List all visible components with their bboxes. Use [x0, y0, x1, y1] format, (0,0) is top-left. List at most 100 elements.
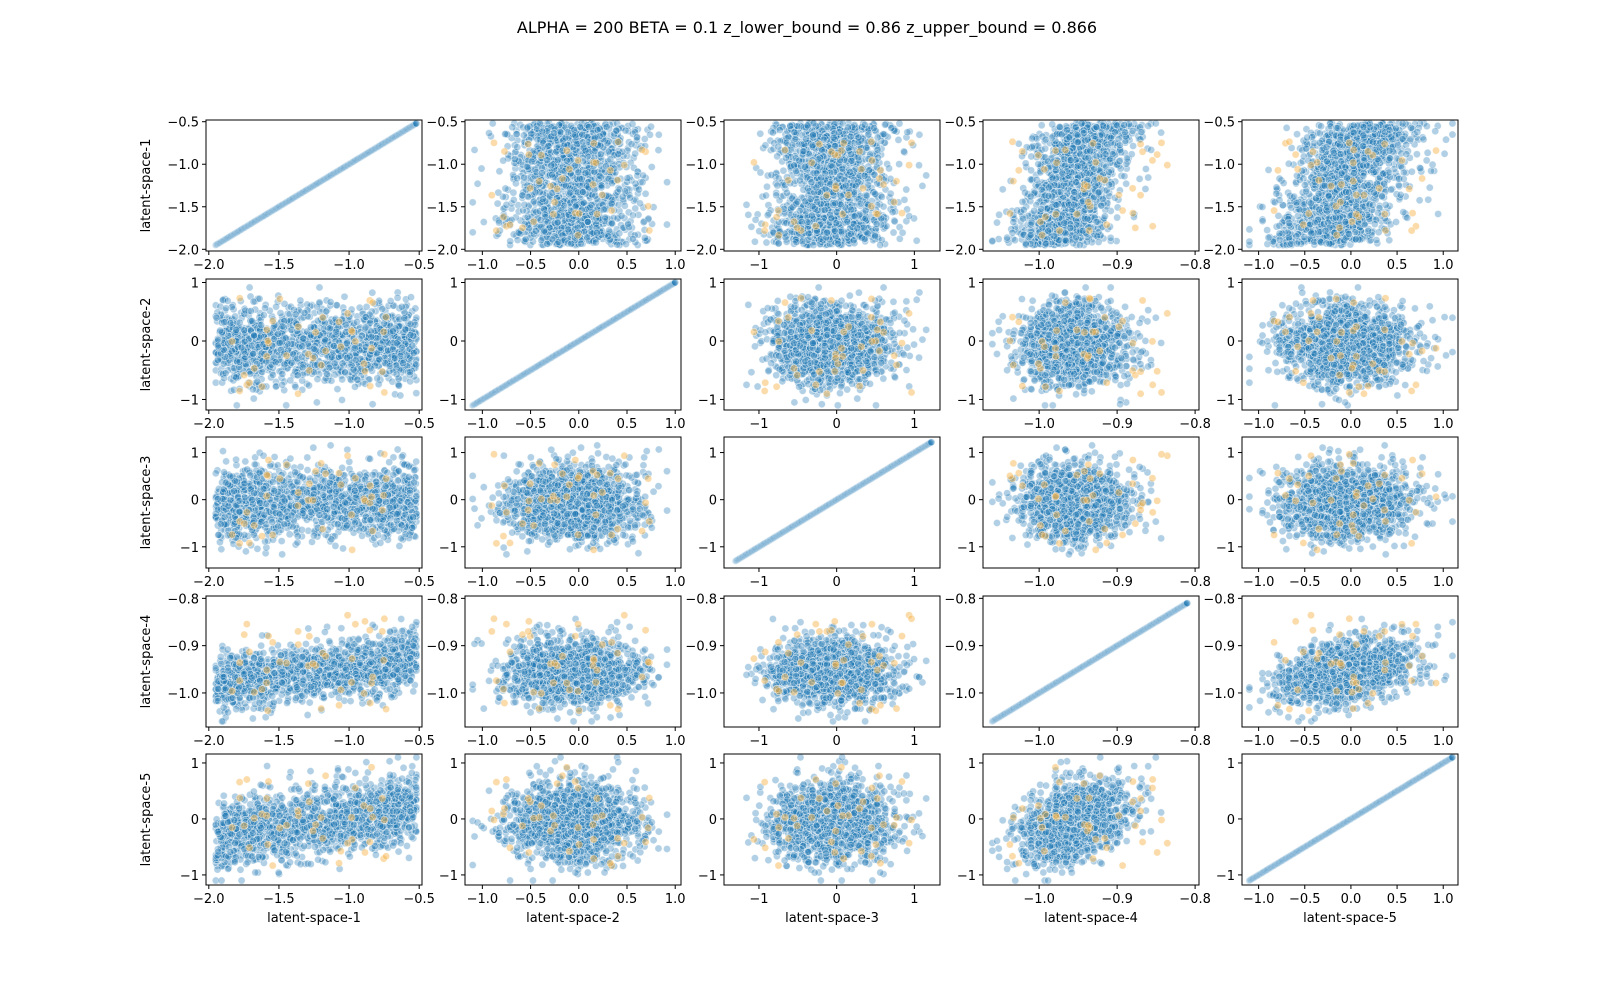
- data-point: [634, 125, 642, 134]
- data-point: [846, 132, 855, 141]
- data-point: [592, 219, 601, 228]
- y-tick-label: −1.0: [426, 158, 458, 173]
- data-point: [553, 156, 562, 164]
- data-point: [578, 187, 587, 196]
- data-point: [807, 178, 816, 187]
- data-point: [829, 133, 838, 142]
- data-point: [646, 130, 654, 139]
- data-point: [641, 189, 650, 198]
- y-tick-label: −1.5: [685, 201, 717, 216]
- data-point: [873, 145, 882, 154]
- data-point: [747, 222, 756, 231]
- data-point: [634, 185, 643, 194]
- y-tick-label: −2.0: [685, 243, 717, 258]
- data-point: [1034, 160, 1043, 169]
- data-point: [412, 120, 421, 128]
- data-point: [502, 200, 511, 209]
- data-point: [873, 133, 882, 142]
- data-point: [529, 237, 537, 246]
- data-point: [846, 168, 855, 177]
- data-point: [624, 219, 633, 228]
- data-point: [576, 239, 585, 248]
- panel-frame: [464, 119, 682, 252]
- data-point: [862, 191, 871, 200]
- data-point: [998, 185, 1007, 194]
- data-point: [847, 150, 855, 159]
- data-point: [886, 189, 895, 198]
- data-point: [762, 238, 771, 247]
- data-point: [860, 171, 869, 180]
- data-point: [773, 181, 782, 190]
- data-point: [905, 212, 914, 221]
- x-tick-label: −2.0: [193, 258, 225, 273]
- highlight-point: [524, 140, 533, 149]
- x-tick-label: −1: [749, 258, 768, 273]
- data-point: [762, 191, 770, 200]
- data-point: [631, 179, 640, 188]
- highlight-point: [607, 206, 616, 215]
- highlight-point: [822, 191, 831, 200]
- data-point: [519, 206, 527, 215]
- highlight-point: [868, 156, 876, 165]
- highlight-point: [784, 176, 793, 185]
- data-point: [560, 201, 569, 210]
- highlight-point: [857, 165, 866, 174]
- data-point: [742, 200, 751, 209]
- data-point: [782, 153, 790, 162]
- data-point: [618, 192, 627, 201]
- data-point: [520, 200, 529, 209]
- highlight-point: [827, 147, 836, 156]
- data-point: [501, 130, 510, 139]
- data-point: [1141, 185, 1150, 193]
- data-point: [636, 178, 645, 187]
- highlight-point: [526, 184, 535, 193]
- data-point: [524, 224, 533, 233]
- scatter-points: [988, 120, 1172, 249]
- highlight-point: [815, 140, 824, 149]
- highlight-point: [898, 209, 906, 218]
- data-point: [1128, 126, 1137, 135]
- data-point: [541, 210, 549, 219]
- data-point: [885, 164, 893, 173]
- data-point: [900, 195, 909, 204]
- data-point: [587, 201, 596, 209]
- data-point: [799, 147, 808, 156]
- highlight-point: [598, 191, 607, 199]
- data-point: [597, 183, 606, 192]
- data-point: [530, 172, 539, 181]
- x-tick-label: −0.5: [515, 258, 547, 273]
- data-point: [509, 195, 518, 204]
- highlight-point: [793, 223, 802, 232]
- data-point: [507, 215, 516, 224]
- highlight-point: [524, 150, 533, 159]
- data-point: [823, 228, 831, 237]
- data-point: [531, 188, 540, 197]
- y-tick-label: −0.5: [426, 116, 458, 131]
- data-point: [499, 156, 508, 165]
- data-point: [520, 173, 529, 182]
- data-point: [877, 192, 886, 201]
- data-point: [751, 215, 760, 224]
- data-point: [1144, 173, 1153, 182]
- x-tick-label: 0: [833, 258, 841, 273]
- data-point: [800, 162, 809, 171]
- data-point: [639, 218, 648, 227]
- data-point: [590, 168, 599, 177]
- x-tick-label: 1: [910, 258, 918, 273]
- data-point: [918, 181, 927, 190]
- figure-title: ALPHA = 200 BETA = 0.1 z_lower_bound = 0…: [517, 18, 1097, 38]
- data-point: [854, 133, 863, 142]
- panel-r1-c4: −1.0 −0.9 −0.8−2.0−1.5−1.0−0.5: [944, 116, 1210, 273]
- data-point: [850, 212, 859, 221]
- data-point: [750, 237, 759, 246]
- data-point: [572, 201, 581, 209]
- data-point: [807, 211, 816, 220]
- data-point: [571, 131, 580, 140]
- data-point: [622, 240, 630, 249]
- data-point: [888, 208, 897, 217]
- highlight-point: [811, 222, 820, 231]
- highlight-point: [546, 182, 555, 191]
- data-point: [782, 188, 791, 197]
- data-point: [808, 141, 817, 150]
- data-point: [495, 167, 504, 176]
